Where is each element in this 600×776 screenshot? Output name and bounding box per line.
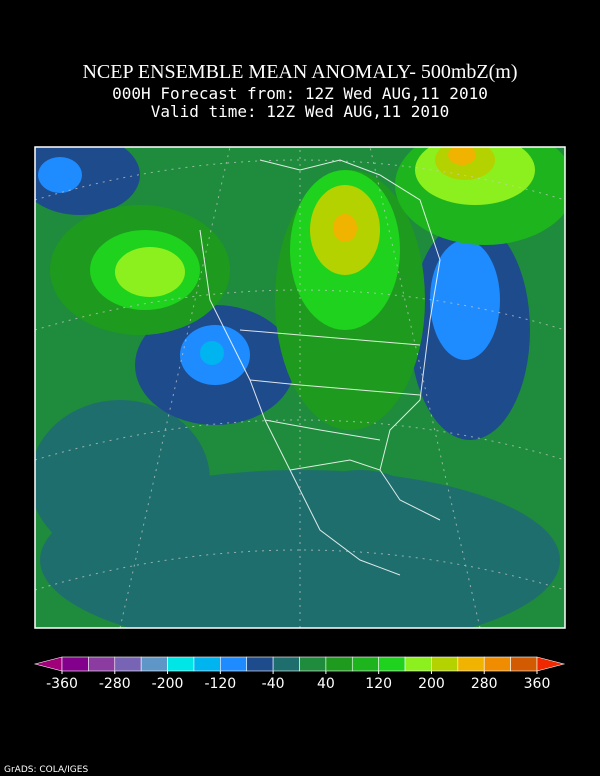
colorbar-label: 360 [524, 676, 551, 692]
valid-line: Valid time: 12Z Wed AUG,11 2010 [151, 102, 450, 121]
colorbar-end [536, 656, 566, 672]
colorbar-segment [246, 656, 274, 672]
colorbar-segment [457, 656, 485, 672]
title: NCEP ENSEMBLE MEAN ANOMALY- 500mbZ(m) [82, 61, 517, 83]
colorbar-segment [378, 656, 406, 672]
colorbar-label: -40 [262, 676, 285, 692]
colorbar-segment [510, 656, 538, 672]
colorbar-label: -280 [99, 676, 131, 692]
colorbar-label: -120 [204, 676, 236, 692]
colorbar-segment [167, 656, 195, 672]
colorbar-label: 40 [317, 676, 335, 692]
colorbar-segment [351, 656, 379, 672]
colorbar-segment [483, 656, 511, 672]
map [34, 146, 566, 629]
colorbar-segment [220, 656, 248, 672]
colorbar: -360 -280 -200 -120 -40 40 120 200 280 360 [33, 656, 566, 692]
credit: GrADS: COLA/IGES [4, 765, 88, 775]
colorbar-segment [431, 656, 459, 672]
colorbar-segment [325, 656, 353, 672]
colorbar-segment [114, 656, 142, 672]
colorbar-segment [61, 656, 89, 672]
colorbar-label: 280 [471, 676, 498, 692]
colorbar-label: 120 [365, 676, 392, 692]
colorbar-segment [404, 656, 432, 672]
colorbar-label: -200 [152, 676, 184, 692]
colorbar-segment [140, 656, 168, 672]
colorbar-label: -360 [46, 676, 78, 692]
colorbar-segment [272, 656, 300, 672]
forecast-line: 000H Forecast from: 12Z Wed AUG,11 2010 [112, 84, 488, 103]
colorbar-segment [88, 656, 116, 672]
colorbar-segment [193, 656, 221, 672]
colorbar-end [33, 656, 63, 672]
colorbar-segment [299, 656, 327, 672]
colorbar-label: 200 [418, 676, 445, 692]
